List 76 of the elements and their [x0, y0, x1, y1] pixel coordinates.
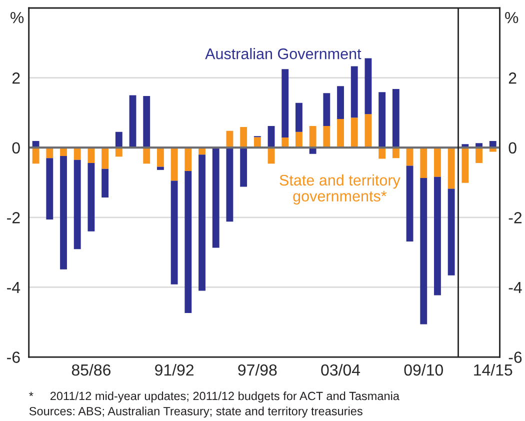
bar	[337, 86, 344, 119]
y2-tick-label: -4	[508, 282, 522, 293]
bar	[378, 148, 386, 159]
bar	[364, 114, 372, 148]
bar	[282, 69, 289, 138]
text: * 2011/12 mid-year updates; 2011/12 budgets for ACT and Tasmania	[29, 392, 400, 403]
bar	[254, 137, 261, 148]
bar	[420, 178, 428, 324]
bar	[143, 96, 150, 148]
bar	[156, 148, 164, 167]
y2-tick-label: -2	[508, 212, 522, 224]
y2-axis-title: %	[505, 12, 518, 24]
bar	[88, 162, 95, 232]
bar	[240, 148, 248, 187]
bar	[198, 154, 206, 291]
bar	[102, 148, 109, 169]
bar	[143, 148, 150, 164]
y-tick-label: 2	[12, 72, 20, 84]
bar	[60, 156, 67, 270]
bar	[350, 118, 358, 148]
bar	[74, 160, 81, 250]
bar	[129, 95, 136, 148]
bar	[240, 127, 248, 148]
bar	[406, 166, 414, 242]
bar	[170, 180, 178, 284]
bar	[184, 170, 192, 314]
x-tick-label: 85/86	[72, 364, 110, 376]
bar	[88, 148, 95, 163]
y-tick-label: 0	[12, 142, 20, 154]
bar	[420, 148, 428, 178]
source-note: Sources: ABS; Australian Treasury; state and territory treasuries	[29, 406, 362, 418]
bar	[226, 130, 234, 148]
bar	[323, 126, 330, 148]
bar	[448, 188, 455, 276]
y2-tick-label: 0	[508, 142, 516, 154]
bar	[115, 132, 122, 148]
bar	[102, 168, 109, 198]
x-tick-label: 91/92	[155, 364, 194, 376]
bar	[296, 132, 302, 148]
bar	[32, 148, 40, 164]
series-label: State and territory governments*	[280, 174, 400, 205]
bar	[434, 176, 441, 296]
y-axis-title: %	[10, 12, 24, 24]
bar	[476, 148, 482, 163]
bar	[323, 93, 330, 126]
bar	[296, 102, 302, 132]
bar	[156, 166, 164, 170]
y-tick-label: -2	[7, 212, 20, 224]
bar	[309, 126, 316, 148]
bar	[46, 158, 54, 220]
bar	[282, 137, 289, 148]
bar	[462, 148, 469, 183]
y-tick-label: -4	[7, 282, 20, 293]
bar	[170, 148, 178, 181]
bar	[226, 148, 234, 222]
y-tick-label: -6	[7, 352, 20, 363]
bar	[434, 148, 441, 177]
bar	[212, 148, 220, 248]
bar	[184, 148, 192, 171]
bar	[74, 148, 81, 160]
x-tick-label: 03/04	[321, 364, 360, 376]
bar	[350, 66, 358, 118]
y2-tick-label: -6	[508, 352, 522, 363]
y2-tick-label: 2	[508, 72, 516, 84]
x-tick-label: 14/15	[474, 364, 512, 376]
bar	[392, 88, 400, 148]
x-tick-label: 97/98	[238, 364, 277, 376]
bar	[378, 92, 386, 148]
series-label: Australian Government	[205, 48, 362, 60]
bar	[406, 148, 414, 166]
bar	[448, 148, 455, 189]
bar	[337, 118, 344, 148]
bar	[392, 148, 400, 158]
x-tick-label: 09/10	[404, 364, 443, 376]
bar	[46, 148, 54, 158]
bar	[364, 58, 372, 114]
